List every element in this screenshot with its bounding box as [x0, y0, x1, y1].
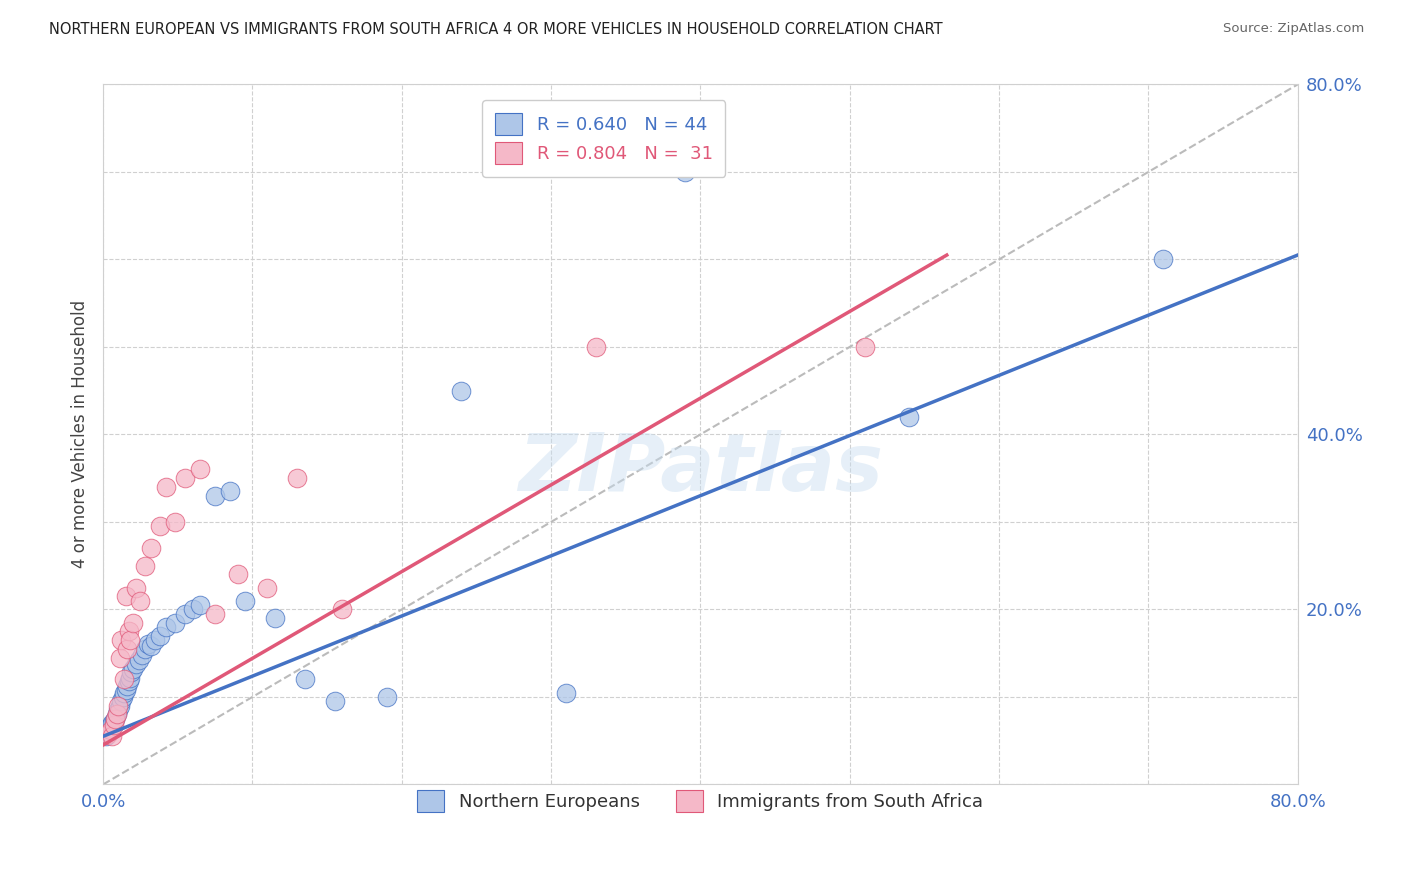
Point — [105, 707, 128, 722]
Point — [110, 694, 132, 708]
Point — [112, 673, 135, 687]
Point — [115, 641, 138, 656]
Point — [110, 633, 132, 648]
Text: NORTHERN EUROPEAN VS IMMIGRANTS FROM SOUTH AFRICA 4 OR MORE VEHICLES IN HOUSEHOL: NORTHERN EUROPEAN VS IMMIGRANTS FROM SOU… — [49, 22, 943, 37]
Point — [188, 598, 211, 612]
Point — [94, 729, 117, 743]
Point — [898, 409, 921, 424]
Point — [1152, 252, 1174, 267]
Point — [125, 581, 148, 595]
Point — [128, 653, 150, 667]
Point — [294, 673, 316, 687]
Point — [105, 707, 128, 722]
Point — [98, 721, 121, 735]
Point — [112, 685, 135, 699]
Point — [375, 690, 398, 704]
Point — [145, 633, 167, 648]
Point — [118, 633, 141, 648]
Point — [149, 629, 172, 643]
Point — [139, 541, 162, 556]
Point — [263, 611, 285, 625]
Point — [117, 624, 139, 639]
Point — [163, 515, 186, 529]
Point — [285, 471, 308, 485]
Point — [139, 639, 162, 653]
Text: ZIPatlas: ZIPatlas — [517, 431, 883, 508]
Point — [330, 602, 353, 616]
Point — [125, 657, 148, 671]
Text: Source: ZipAtlas.com: Source: ZipAtlas.com — [1223, 22, 1364, 36]
Legend: Northern Europeans, Immigrants from South Africa: Northern Europeans, Immigrants from Sout… — [405, 777, 995, 824]
Point — [121, 665, 143, 680]
Point — [107, 698, 129, 713]
Point — [450, 384, 472, 398]
Point — [97, 725, 120, 739]
Point — [136, 637, 159, 651]
Point — [100, 723, 122, 738]
Point — [104, 712, 127, 726]
Point — [204, 607, 226, 621]
Point — [174, 607, 197, 621]
Point — [122, 615, 145, 630]
Point — [115, 680, 138, 694]
Point — [155, 620, 177, 634]
Point — [323, 694, 346, 708]
Point — [134, 558, 156, 573]
Point — [101, 729, 124, 743]
Point — [155, 480, 177, 494]
Point — [219, 484, 242, 499]
Point — [117, 674, 139, 689]
Point — [107, 703, 129, 717]
Point — [108, 698, 131, 713]
Point — [131, 648, 153, 662]
Point — [114, 682, 136, 697]
Point — [97, 727, 120, 741]
Point — [134, 641, 156, 656]
Point — [853, 340, 876, 354]
Point — [104, 712, 127, 726]
Point — [103, 718, 125, 732]
Point — [100, 718, 122, 732]
Point — [233, 593, 256, 607]
Point — [118, 671, 141, 685]
Point — [174, 471, 197, 485]
Point — [555, 685, 578, 699]
Point — [114, 590, 136, 604]
Point — [129, 593, 152, 607]
Y-axis label: 4 or more Vehicles in Household: 4 or more Vehicles in Household — [72, 301, 89, 568]
Point — [204, 489, 226, 503]
Point — [108, 650, 131, 665]
Point — [181, 602, 204, 616]
Point — [256, 581, 278, 595]
Point — [585, 340, 607, 354]
Point — [163, 615, 186, 630]
Point — [103, 714, 125, 729]
Point — [675, 165, 697, 179]
Point — [188, 462, 211, 476]
Point — [111, 690, 134, 704]
Point — [226, 567, 249, 582]
Point — [101, 716, 124, 731]
Point — [122, 662, 145, 676]
Point — [149, 519, 172, 533]
